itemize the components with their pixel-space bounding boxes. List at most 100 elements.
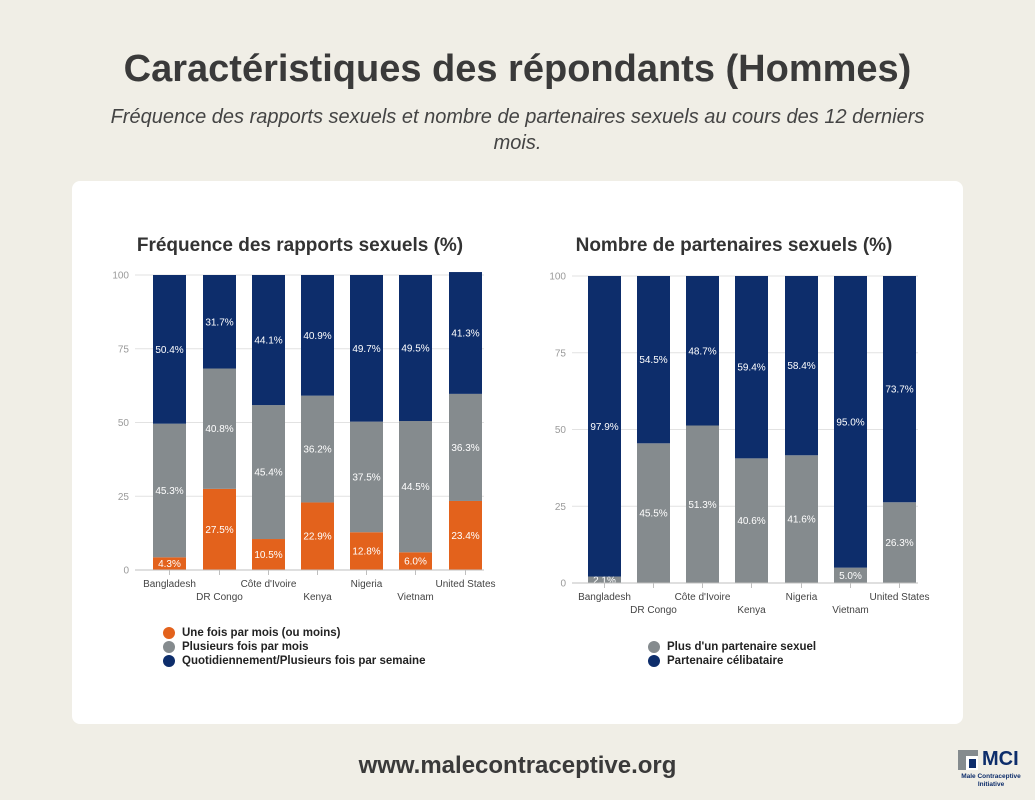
category-label: Bangladesh <box>578 592 631 603</box>
data-label: 97.9% <box>590 422 618 433</box>
legend-item: Plus d'un partenaire sexuel <box>648 640 816 654</box>
bar-segment <box>203 275 236 369</box>
bar-segment <box>588 576 621 583</box>
legend-label: Plus d'un partenaire sexuel <box>667 641 817 653</box>
data-label: 73.7% <box>885 385 913 396</box>
category-label: DR Congo <box>630 605 677 616</box>
y-tick-label: 0 <box>123 566 129 577</box>
bar-segment <box>252 539 285 570</box>
data-label: 5.0% <box>839 571 862 582</box>
data-label: 26.3% <box>885 538 913 549</box>
data-label: 31.7% <box>205 317 233 328</box>
category-label: Côte d'Ivoire <box>241 579 297 590</box>
data-label: 95.0% <box>836 417 864 428</box>
data-label: 4.3% <box>158 559 181 570</box>
bar-segment <box>301 502 334 570</box>
y-tick-label: 25 <box>555 502 567 513</box>
data-label: 49.7% <box>352 344 380 355</box>
legend-item: Une fois par mois (ou moins) <box>163 626 425 640</box>
footer-url[interactable]: www.malecontraceptive.org <box>358 752 677 779</box>
data-label: 45.5% <box>639 509 667 520</box>
legend-frequency: Une fois par mois (ou moins) Plusieurs f… <box>163 626 425 668</box>
bar-segment <box>252 275 285 406</box>
data-label: 54.5% <box>639 355 667 366</box>
bar-segment <box>153 423 186 558</box>
bar-segment <box>686 276 719 426</box>
data-label: 49.5% <box>401 344 429 355</box>
bar-segment <box>399 552 432 570</box>
y-tick-label: 75 <box>555 348 567 359</box>
category-label: Kenya <box>737 605 766 616</box>
legend-swatch-orange <box>163 627 175 639</box>
bar-segment <box>883 502 916 583</box>
data-label: 40.6% <box>737 516 765 527</box>
data-label: 36.3% <box>451 443 479 454</box>
bar-segment <box>785 455 818 583</box>
data-label: 41.3% <box>451 328 479 339</box>
data-label: 48.7% <box>688 346 716 357</box>
data-label: 12.8% <box>352 547 380 558</box>
category-label: Kenya <box>303 592 332 603</box>
bar-segment <box>203 488 236 570</box>
bar-segment <box>686 425 719 583</box>
bar-segment <box>588 276 621 577</box>
bar-segment <box>301 395 334 503</box>
y-tick-label: 100 <box>112 271 129 282</box>
category-label: Côte d'Ivoire <box>675 592 731 603</box>
data-label: 41.6% <box>787 515 815 526</box>
category-label: Bangladesh <box>143 579 196 590</box>
data-label: 23.4% <box>451 531 479 542</box>
bar-segment <box>153 557 186 570</box>
category-label: DR Congo <box>196 592 243 603</box>
bar-segment <box>834 276 867 568</box>
legend-item: Quotidiennement/Plusieurs fois par semai… <box>163 654 425 668</box>
data-label: 58.4% <box>787 361 815 372</box>
category-label: Vietnam <box>832 605 869 616</box>
logo-name: Male Contraceptive Initiative <box>961 773 1021 788</box>
y-tick-label: 0 <box>560 579 566 590</box>
bar-segment <box>153 275 186 424</box>
page-title: Caractéristiques des répondants (Hommes) <box>123 48 912 90</box>
data-label: 45.4% <box>254 468 282 479</box>
legend-item: Partenaire célibataire <box>648 654 816 668</box>
data-label: 40.9% <box>303 331 331 342</box>
bar-segment <box>637 276 670 444</box>
category-label: Nigeria <box>351 579 383 590</box>
bar-segment <box>637 443 670 583</box>
legend-swatch-navy <box>648 655 660 667</box>
category-label: United States <box>869 592 929 603</box>
bar-segment <box>350 275 383 422</box>
y-tick-label: 100 <box>549 272 566 283</box>
data-label: 6.0% <box>404 557 427 568</box>
category-label: Vietnam <box>397 592 434 603</box>
data-label: 2.1% <box>593 575 616 586</box>
legend-partners: Plus d'un partenaire sexuel Partenaire c… <box>648 640 816 668</box>
legend-label: Partenaire célibataire <box>667 655 784 667</box>
bar-segment <box>449 500 482 570</box>
y-tick-label: 50 <box>555 425 567 436</box>
legend-label: Une fois par mois (ou moins) <box>182 627 341 639</box>
logo-abbr: MCI <box>982 748 1019 770</box>
data-label: 44.5% <box>401 482 429 493</box>
category-label: United States <box>435 579 495 590</box>
legend-item: Plusieurs fois par mois <box>163 640 425 654</box>
data-label: 10.5% <box>254 550 282 561</box>
data-label: 40.8% <box>205 424 233 435</box>
data-label: 37.5% <box>352 472 380 483</box>
chart-title: Fréquence des rapports sexuels (%) <box>137 235 463 256</box>
bar-segment <box>203 368 236 489</box>
bar-segment <box>449 272 482 394</box>
data-label: 50.4% <box>155 345 183 356</box>
bar-segment <box>399 275 432 422</box>
bar-segment <box>785 276 818 456</box>
y-tick-label: 75 <box>118 344 130 355</box>
data-label: 22.9% <box>303 532 331 543</box>
chart-title: Nombre de partenaires sexuels (%) <box>576 235 893 256</box>
page-subtitle: Fréquence des rapports sexuels et nombre… <box>110 106 925 154</box>
bar-segment <box>350 421 383 533</box>
bar-segment <box>883 276 916 503</box>
legend-swatch-navy <box>163 655 175 667</box>
y-tick-label: 25 <box>118 492 130 503</box>
bar-segment <box>301 275 334 396</box>
